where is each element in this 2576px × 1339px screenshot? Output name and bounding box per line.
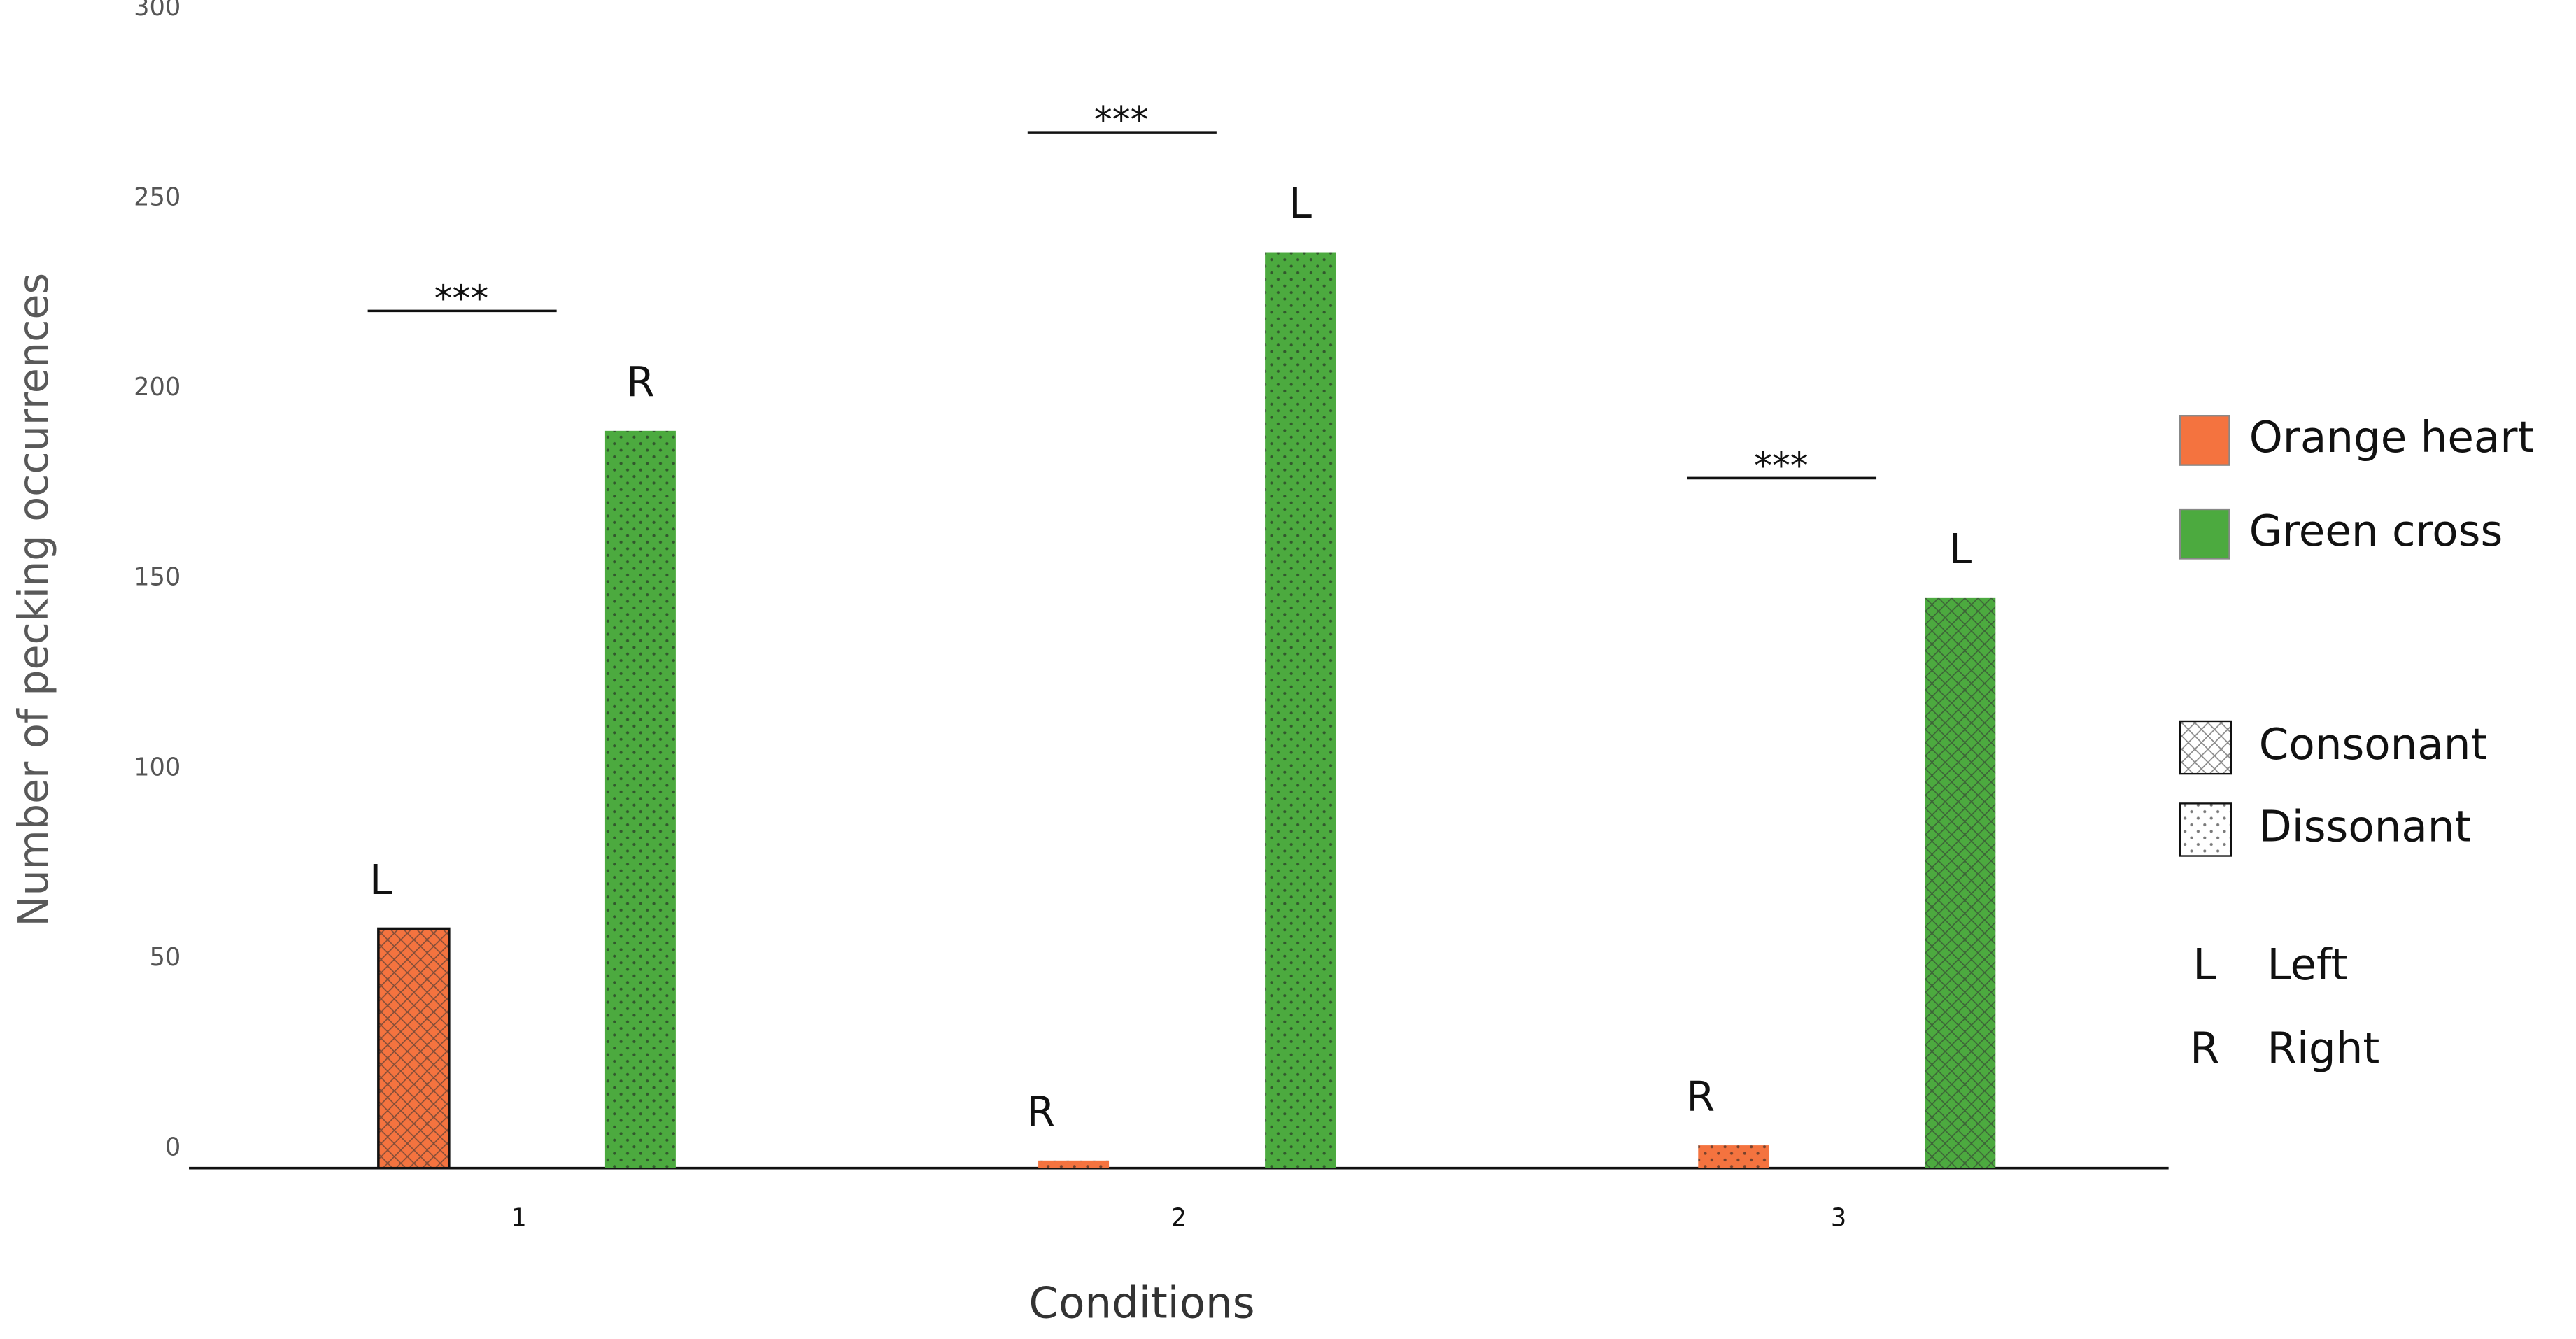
legend-label: Consonant: [2259, 720, 2488, 770]
legend-swatch: [2179, 415, 2230, 466]
legend-swatch: [2179, 508, 2230, 560]
legend-pattern: [2179, 720, 2232, 775]
y-tick-label: 150: [134, 563, 181, 592]
y-tick-label: 200: [134, 373, 181, 402]
bar: [1265, 252, 1336, 1168]
legend-label: Left: [2267, 940, 2348, 990]
significance-label: ***: [434, 278, 488, 320]
legend-label: Green cross: [2249, 506, 2503, 556]
bar: [1698, 1145, 1769, 1168]
bar: [604, 430, 676, 1168]
side-label: L: [369, 856, 392, 904]
legend-key: L: [2193, 940, 2216, 990]
y-tick-label: 100: [134, 753, 181, 781]
side-label: R: [1686, 1072, 1715, 1120]
y-tick-label: 250: [134, 183, 181, 211]
legend-label: Dissonant: [2259, 802, 2472, 852]
side-label: R: [626, 358, 655, 406]
significance-label: ***: [1094, 99, 1148, 141]
bar: [377, 927, 451, 1170]
y-tick-label: 300: [134, 0, 181, 22]
x-tick-label: 1: [511, 1203, 526, 1232]
side-label: L: [1289, 180, 1312, 227]
side-label: R: [1026, 1088, 1055, 1135]
significance-label: ***: [1754, 445, 1808, 487]
x-tick-label: 3: [1831, 1203, 1846, 1232]
bar: [1925, 597, 1996, 1168]
side-label: L: [1948, 525, 1972, 573]
y-tick-label: 50: [149, 943, 181, 972]
y-tick-label: 0: [165, 1133, 181, 1162]
x-tick-label: 2: [1171, 1203, 1187, 1232]
y-axis-label: Number of pecking occurrences: [10, 273, 57, 926]
legend-label: Right: [2267, 1024, 2380, 1074]
x-axis-label: Conditions: [1028, 1279, 1254, 1329]
legend-pattern: [2179, 802, 2232, 857]
legend-key: R: [2190, 1024, 2219, 1074]
legend-label: Orange heart: [2249, 413, 2535, 462]
bar: [1038, 1160, 1110, 1168]
